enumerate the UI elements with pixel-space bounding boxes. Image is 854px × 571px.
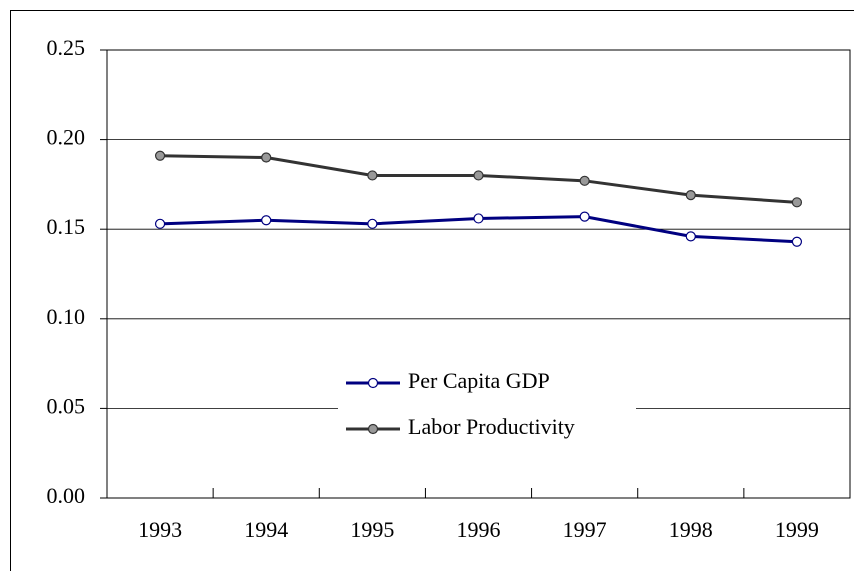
point xyxy=(154,218,166,229)
point xyxy=(791,236,803,247)
point xyxy=(685,231,696,242)
x-tick-label: 1996 xyxy=(457,517,501,542)
point xyxy=(261,152,272,163)
point xyxy=(579,175,590,186)
point xyxy=(473,170,484,181)
point xyxy=(473,213,484,224)
point xyxy=(791,197,803,208)
point xyxy=(685,190,696,201)
legend xyxy=(338,360,636,452)
x-tick-label: 1998 xyxy=(669,517,713,542)
x-tick-label: 1997 xyxy=(563,517,607,542)
point xyxy=(154,150,166,161)
point xyxy=(261,215,272,226)
legend-label: Per Capita GDP xyxy=(408,368,550,393)
x-tick-label: 1993 xyxy=(138,517,182,542)
y-tick-label: 0.20 xyxy=(47,125,86,150)
legend-marker xyxy=(367,377,379,389)
legend-marker xyxy=(367,423,379,435)
x-tick-label: 1994 xyxy=(244,517,288,542)
chart-frame xyxy=(10,10,854,571)
point xyxy=(579,211,590,222)
x-tick-label: 1995 xyxy=(350,517,394,542)
y-tick-label: 0.10 xyxy=(47,304,86,329)
y-tick-label: 0.25 xyxy=(47,35,86,60)
point xyxy=(367,170,378,181)
x-tick-label: 1999 xyxy=(775,517,819,542)
y-tick-label: 0.00 xyxy=(47,483,86,508)
y-tick-label: 0.15 xyxy=(47,214,86,239)
legend-label: Labor Productivity xyxy=(408,414,575,439)
point xyxy=(367,218,378,229)
y-tick-label: 0.05 xyxy=(47,393,86,418)
